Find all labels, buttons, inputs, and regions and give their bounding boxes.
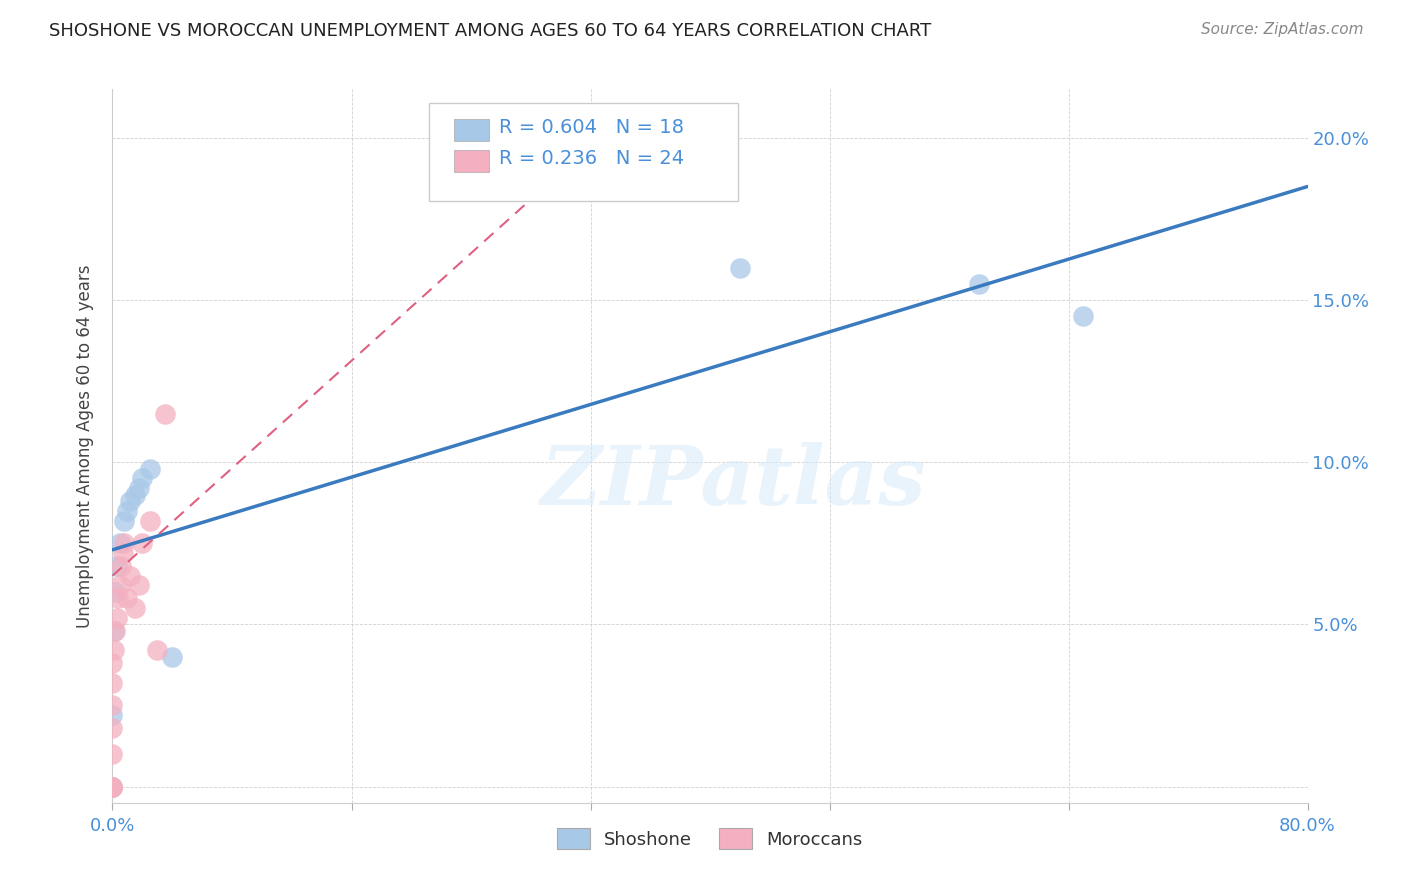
- Point: [114, 536, 135, 550]
- Point: [117, 591, 139, 606]
- Point: [104, 624, 127, 638]
- Point: [101, 780, 124, 794]
- Point: [105, 611, 128, 625]
- Text: Source: ZipAtlas.com: Source: ZipAtlas.com: [1201, 22, 1364, 37]
- Point: [114, 514, 135, 528]
- Legend: Shoshone, Moroccans: Shoshone, Moroccans: [548, 819, 872, 858]
- Point: [117, 504, 139, 518]
- Text: R = 0.604   N = 18: R = 0.604 N = 18: [499, 118, 685, 137]
- Point: [967, 277, 990, 291]
- Point: [128, 578, 150, 592]
- Point: [105, 559, 128, 574]
- Point: [101, 780, 124, 794]
- Point: [153, 407, 176, 421]
- Point: [101, 675, 124, 690]
- Point: [108, 536, 131, 550]
- Point: [108, 578, 131, 592]
- Point: [101, 780, 124, 794]
- Point: [128, 481, 150, 495]
- Text: R = 0.236   N = 24: R = 0.236 N = 24: [499, 149, 685, 169]
- Point: [103, 643, 125, 657]
- Point: [110, 559, 132, 574]
- Y-axis label: Unemployment Among Ages 60 to 64 years: Unemployment Among Ages 60 to 64 years: [76, 264, 94, 628]
- Point: [101, 698, 124, 713]
- Point: [162, 649, 183, 664]
- Point: [120, 494, 142, 508]
- Point: [139, 514, 162, 528]
- Point: [728, 260, 751, 275]
- Point: [124, 601, 146, 615]
- Point: [131, 536, 153, 550]
- Point: [131, 471, 153, 485]
- Point: [101, 780, 124, 794]
- Text: ZIPatlas: ZIPatlas: [541, 442, 927, 522]
- Point: [111, 546, 134, 560]
- Point: [107, 591, 129, 606]
- Point: [139, 461, 162, 475]
- Point: [124, 488, 146, 502]
- Text: SHOSHONE VS MOROCCAN UNEMPLOYMENT AMONG AGES 60 TO 64 YEARS CORRELATION CHART: SHOSHONE VS MOROCCAN UNEMPLOYMENT AMONG …: [49, 22, 931, 40]
- Point: [120, 568, 142, 582]
- Point: [101, 657, 124, 671]
- Point: [101, 708, 124, 723]
- Point: [101, 747, 124, 761]
- Point: [101, 721, 124, 735]
- Point: [103, 624, 125, 638]
- Point: [104, 585, 127, 599]
- Point: [1073, 310, 1095, 324]
- Point: [146, 643, 169, 657]
- Point: [101, 780, 124, 794]
